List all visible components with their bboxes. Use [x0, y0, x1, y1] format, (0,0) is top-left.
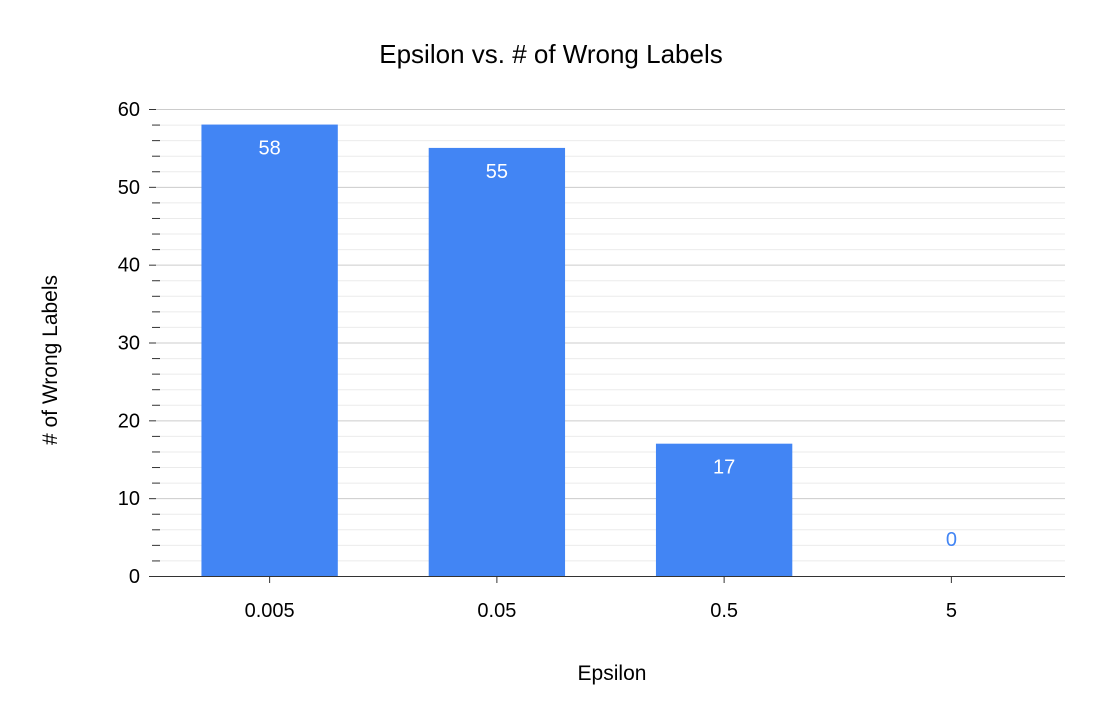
bar-0.5	[655, 443, 793, 576]
bar-data-labels: 58 55 17 0	[259, 138, 957, 551]
bar-0.005	[201, 124, 338, 577]
x-tick-label: 0.05	[477, 600, 516, 622]
bar-data-label: 0	[946, 529, 957, 551]
y-tick-label: 10	[118, 488, 140, 510]
x-axis-tick-labels: 0.005 0.05 0.5 5	[245, 600, 957, 622]
y-axis-title: # of Wrong Labels	[39, 275, 62, 445]
x-axis-ticks	[269, 576, 952, 583]
y-tick-label: 40	[118, 255, 140, 277]
y-tick-label: 50	[118, 177, 140, 199]
bar-0.05	[428, 147, 566, 576]
chart-title: Epsilon vs. # of Wrong Labels	[379, 39, 722, 69]
y-tick-label: 30	[118, 333, 140, 355]
y-axis-tick-labels: 0 10 20 30 40 50 60	[118, 99, 140, 588]
y-tick-label: 60	[118, 99, 140, 121]
x-axis-title: Epsilon	[578, 662, 647, 685]
bar-data-label: 58	[259, 138, 281, 160]
bars	[201, 124, 793, 577]
y-axis-ticks	[149, 109, 160, 577]
x-tick-label: 5	[946, 600, 957, 622]
y-tick-label: 20	[118, 410, 140, 432]
x-tick-label: 0.5	[710, 600, 738, 622]
bar-data-label: 55	[486, 161, 508, 183]
x-tick-label: 0.005	[245, 600, 295, 622]
bar-data-label: 17	[713, 457, 735, 479]
y-tick-label: 0	[129, 566, 140, 588]
